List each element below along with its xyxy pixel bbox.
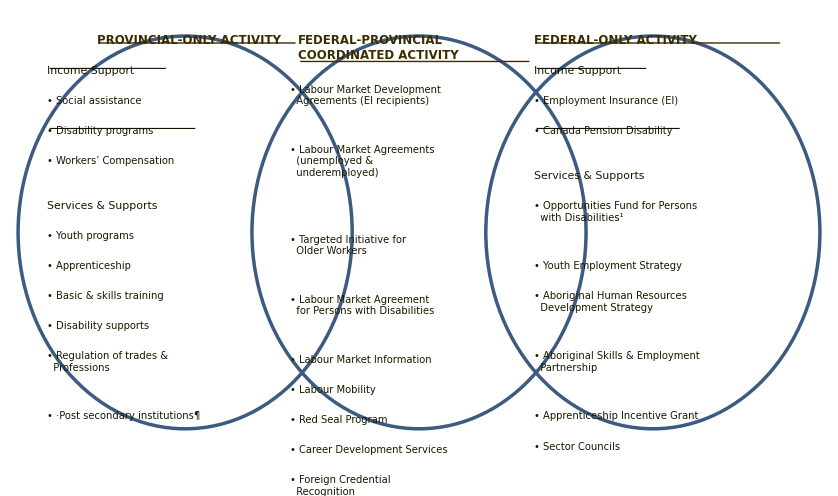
Text: • Career Development Services: • Career Development Services xyxy=(290,445,447,455)
Text: • Sector Councils: • Sector Councils xyxy=(535,441,620,451)
Text: • ·Post secondary institutions¶: • ·Post secondary institutions¶ xyxy=(47,412,201,422)
Text: • Social assistance: • Social assistance xyxy=(47,96,142,106)
Text: • Labour Market Development
  Agreements (EI recipients): • Labour Market Development Agreements (… xyxy=(290,84,441,106)
Text: • Labour Market Agreements
  (unemployed &
  underemployed): • Labour Market Agreements (unemployed &… xyxy=(290,145,434,178)
Text: • Canada Pension Disability: • Canada Pension Disability xyxy=(535,126,673,136)
Text: • Youth programs: • Youth programs xyxy=(47,231,134,241)
Text: • Workers’ Compensation: • Workers’ Compensation xyxy=(47,156,174,166)
Text: • Foreign Credential
  Recognition: • Foreign Credential Recognition xyxy=(290,475,391,496)
Text: PROVINCIAL-ONLY ACTIVITY: PROVINCIAL-ONLY ACTIVITY xyxy=(97,34,282,47)
Text: • Disability programs: • Disability programs xyxy=(47,126,153,136)
Text: FEDERAL-PROVINCIAL
COORDINATED ACTIVITY: FEDERAL-PROVINCIAL COORDINATED ACTIVITY xyxy=(297,34,458,62)
Text: • Basic & skills training: • Basic & skills training xyxy=(47,291,164,302)
Text: • Opportunities Fund for Persons
  with Disabilities¹: • Opportunities Fund for Persons with Di… xyxy=(535,201,697,223)
Text: • Youth Employment Strategy: • Youth Employment Strategy xyxy=(535,261,682,271)
Text: • Labour Mobility: • Labour Mobility xyxy=(290,385,375,395)
Text: • Employment Insurance (EI): • Employment Insurance (EI) xyxy=(535,96,679,106)
Text: • Apprenticeship Incentive Grant: • Apprenticeship Incentive Grant xyxy=(535,412,699,422)
Text: • Red Seal Program: • Red Seal Program xyxy=(290,415,387,425)
Text: Income Support: Income Support xyxy=(47,66,134,76)
Text: • Apprenticeship: • Apprenticeship xyxy=(47,261,132,271)
Text: FEDERAL-ONLY ACTIVITY: FEDERAL-ONLY ACTIVITY xyxy=(535,34,697,47)
Text: Services & Supports: Services & Supports xyxy=(535,171,644,181)
Text: • Labour Market Information: • Labour Market Information xyxy=(290,355,432,365)
Text: Services & Supports: Services & Supports xyxy=(47,201,158,211)
Text: • Regulation of trades &
  Professions: • Regulation of trades & Professions xyxy=(47,351,168,373)
Text: • Aboriginal Human Resources
  Development Strategy: • Aboriginal Human Resources Development… xyxy=(535,291,687,313)
Text: • Disability supports: • Disability supports xyxy=(47,321,149,331)
Text: • Labour Market Agreement
  for Persons with Disabilities: • Labour Market Agreement for Persons wi… xyxy=(290,295,434,316)
Text: • Targeted Initiative for
  Older Workers: • Targeted Initiative for Older Workers xyxy=(290,235,406,256)
Text: Income Support: Income Support xyxy=(535,66,622,76)
Text: • Aboriginal Skills & Employment
  Partnership: • Aboriginal Skills & Employment Partner… xyxy=(535,351,700,373)
